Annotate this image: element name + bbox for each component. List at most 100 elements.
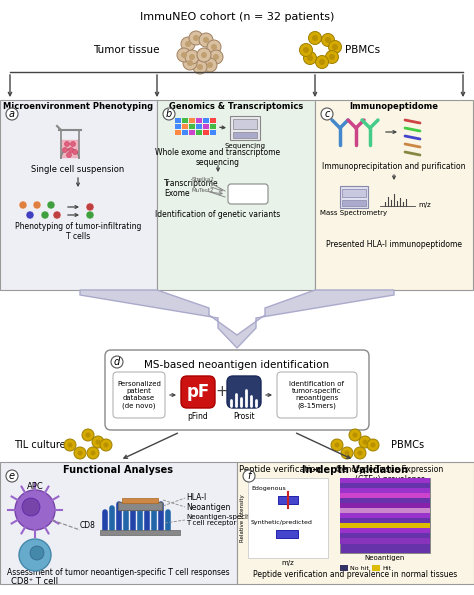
Circle shape: [86, 211, 94, 219]
Text: Phenotyping of tumor-infiltrating
T cells: Phenotyping of tumor-infiltrating T cell…: [15, 222, 141, 242]
Circle shape: [82, 429, 94, 441]
Circle shape: [303, 47, 309, 53]
Circle shape: [209, 50, 223, 64]
Bar: [118, 502, 162, 510]
Circle shape: [64, 439, 76, 451]
Text: Peptide verification: Peptide verification: [239, 465, 321, 474]
Text: Strelka2: Strelka2: [192, 177, 215, 182]
Text: pF: pF: [186, 383, 210, 401]
Text: In-depth Validation: In-depth Validation: [302, 465, 408, 475]
Text: CD8⁺ T cell: CD8⁺ T cell: [11, 577, 59, 586]
Bar: [340, 533, 430, 539]
Circle shape: [303, 52, 317, 64]
Circle shape: [47, 201, 55, 209]
Text: Whole exome and transcriptome
sequencing: Whole exome and transcriptome sequencing: [155, 148, 281, 167]
Circle shape: [87, 447, 99, 459]
Text: f: f: [247, 471, 251, 481]
Bar: [210, 130, 216, 135]
Circle shape: [312, 35, 318, 41]
Bar: [340, 565, 348, 571]
Bar: [342, 189, 366, 197]
Circle shape: [63, 148, 67, 152]
Bar: [233, 119, 257, 129]
Circle shape: [199, 33, 213, 47]
Circle shape: [22, 498, 40, 516]
Text: b: b: [166, 109, 172, 119]
Text: Sequencing: Sequencing: [225, 143, 265, 149]
Circle shape: [163, 108, 175, 120]
Circle shape: [19, 539, 51, 571]
Circle shape: [359, 436, 371, 448]
Text: Identification of genetic variants: Identification of genetic variants: [155, 210, 281, 219]
Bar: [340, 488, 430, 494]
Circle shape: [197, 48, 211, 62]
Circle shape: [326, 51, 338, 64]
Bar: [189, 130, 195, 135]
Circle shape: [316, 55, 328, 68]
Circle shape: [67, 443, 73, 447]
Circle shape: [354, 447, 366, 459]
Text: Assessment of tumor neoantigen-specific T cell responses: Assessment of tumor neoantigen-specific …: [7, 568, 229, 577]
Circle shape: [309, 32, 321, 45]
Text: Neoantigen: Neoantigen: [186, 503, 230, 512]
Bar: [278, 496, 298, 504]
Circle shape: [74, 447, 86, 459]
Circle shape: [367, 439, 379, 451]
Bar: [340, 503, 430, 509]
Text: c: c: [324, 109, 330, 119]
Circle shape: [6, 108, 18, 120]
Bar: [196, 118, 202, 123]
Polygon shape: [62, 140, 79, 157]
Text: APC: APC: [27, 482, 44, 491]
FancyBboxPatch shape: [228, 184, 268, 204]
Text: HLA-I: HLA-I: [186, 493, 206, 503]
Text: Neoantigen-specific
T cell receptor: Neoantigen-specific T cell receptor: [186, 513, 255, 527]
Bar: [342, 200, 366, 206]
Text: Mass Spectrometry: Mass Spectrometry: [320, 210, 388, 216]
Bar: [210, 118, 216, 123]
Bar: [372, 565, 380, 571]
Text: Neoantigen: Neoantigen: [365, 555, 405, 561]
Text: MuTect2: MuTect2: [192, 188, 215, 193]
Text: PBMCs: PBMCs: [345, 45, 380, 55]
Bar: [276, 530, 298, 538]
Text: a: a: [9, 109, 15, 119]
Bar: [230, 116, 260, 140]
Text: Immunoprecipitation and purification: Immunoprecipitation and purification: [322, 162, 466, 171]
Bar: [340, 186, 368, 208]
Circle shape: [181, 52, 187, 58]
Circle shape: [73, 149, 78, 155]
Circle shape: [321, 33, 335, 46]
Circle shape: [328, 40, 341, 54]
Circle shape: [371, 443, 375, 447]
Text: Presented HLA-I immunopeptidome: Presented HLA-I immunopeptidome: [326, 240, 462, 249]
Circle shape: [341, 447, 353, 459]
Bar: [340, 493, 430, 499]
Circle shape: [111, 356, 123, 368]
FancyBboxPatch shape: [227, 376, 261, 408]
Circle shape: [71, 142, 75, 146]
Circle shape: [193, 35, 199, 41]
Bar: [100, 530, 180, 535]
Text: Prosit: Prosit: [233, 412, 255, 421]
Bar: [340, 483, 430, 489]
Circle shape: [177, 48, 191, 62]
Circle shape: [103, 443, 109, 447]
Circle shape: [19, 201, 27, 209]
Circle shape: [85, 433, 91, 437]
Circle shape: [91, 450, 95, 456]
Circle shape: [353, 433, 357, 437]
Circle shape: [332, 44, 338, 50]
Circle shape: [41, 211, 49, 219]
Bar: [157, 100, 315, 290]
Text: Tumor tissue: Tumor tissue: [93, 45, 160, 55]
Text: Genomics & Transcriptomics: Genomics & Transcriptomics: [169, 102, 303, 111]
Circle shape: [30, 546, 44, 560]
Text: Exome: Exome: [164, 189, 190, 198]
Text: Relative Intensity: Relative Intensity: [240, 494, 245, 542]
Bar: [340, 523, 430, 529]
Circle shape: [349, 429, 361, 441]
Circle shape: [331, 439, 343, 451]
Circle shape: [66, 152, 72, 158]
Bar: [340, 538, 430, 544]
